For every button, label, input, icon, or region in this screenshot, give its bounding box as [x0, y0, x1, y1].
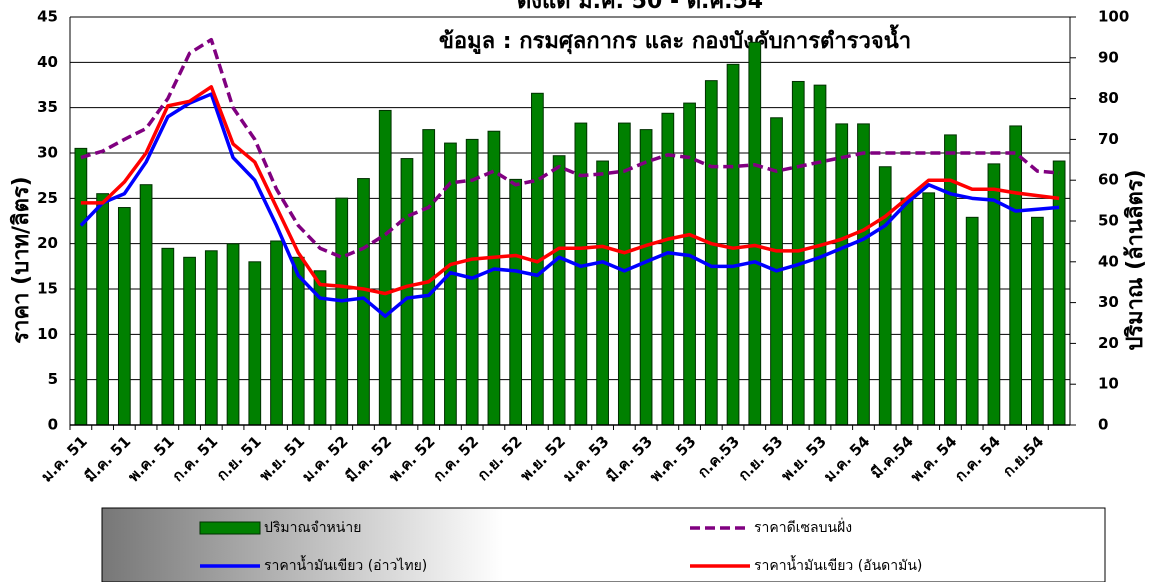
x-tick-label: พ.ย. 53 — [778, 432, 830, 484]
bar — [226, 243, 240, 426]
x-tick-label: ก.ย. 53 — [735, 432, 787, 484]
y2-tick-label: 20 — [1098, 334, 1119, 352]
y2-axis-label: ปริมาณ (ล้านลิตร) — [1123, 169, 1148, 350]
bar — [748, 41, 762, 426]
x-tick-label: พ.ค. 54 — [907, 432, 960, 485]
bar — [1009, 125, 1023, 426]
x-tick-label: ก.ค. 51 — [169, 432, 222, 485]
bar — [704, 80, 718, 426]
bar — [965, 216, 979, 426]
y2-tick-label: 100 — [1098, 8, 1129, 26]
bar — [465, 138, 479, 426]
bar — [900, 197, 914, 426]
x-tick-label: มี.ค. 51 — [81, 432, 134, 485]
line — [79, 92, 1060, 318]
bar — [922, 192, 936, 426]
bar — [183, 256, 196, 426]
bar — [661, 112, 675, 426]
x-tick-label: ม.ค. 53 — [559, 432, 612, 485]
legend-label: ราคาดีเซลบนฝั่ง — [754, 518, 852, 536]
x-tick-label: ก.ย. 52 — [474, 432, 526, 484]
y2-tick-label: 60 — [1098, 171, 1119, 189]
bar — [74, 147, 88, 426]
bar — [1052, 160, 1066, 426]
y2-tick-label: 50 — [1098, 212, 1119, 230]
y2-tick-label: 0 — [1098, 416, 1108, 434]
y-tick-label: 15 — [37, 280, 58, 298]
y2-tick-label: 80 — [1098, 89, 1119, 107]
y-tick-label: 20 — [37, 234, 58, 252]
x-tick-label: ม.ค. 54 — [820, 432, 873, 485]
legend-swatch — [199, 521, 261, 535]
x-tick-label: ก.ย. 51 — [213, 432, 265, 484]
bar — [248, 261, 262, 426]
x-tick-label: พ.ค. 51 — [125, 432, 178, 485]
bar — [270, 240, 283, 426]
y-tick-label: 25 — [37, 189, 58, 207]
bar — [878, 166, 892, 426]
bar — [835, 123, 849, 426]
chart-title: ตั้งแต่ ม.ค. 50 - ต.ค.54 — [517, 0, 763, 14]
y2-tick-label: 70 — [1098, 130, 1119, 148]
line — [80, 37, 1060, 260]
legend-label: ปริมาณจำหน่าย — [264, 520, 361, 536]
bar — [509, 178, 523, 426]
bar — [683, 102, 696, 426]
bar — [596, 160, 609, 426]
bar — [117, 207, 131, 426]
y2-tick-label: 30 — [1098, 293, 1119, 311]
x-tick-label: พ.ย. 52 — [517, 432, 569, 484]
line — [80, 85, 1060, 296]
bar — [291, 256, 305, 426]
bar — [944, 134, 957, 426]
y-tick-label: 40 — [37, 53, 58, 71]
x-tick-label: พ.ค. 52 — [385, 432, 438, 485]
y2-tick-label: 40 — [1098, 252, 1119, 270]
bar — [335, 197, 349, 426]
bar — [574, 122, 588, 426]
legend-box — [101, 507, 1106, 582]
y-tick-label: 30 — [37, 144, 58, 162]
x-tick-label: ม.ค. 51 — [38, 432, 91, 485]
chart-subtitle: ข้อมูล : กรมศุลกากร และ กองบังคับการตำรว… — [439, 24, 911, 55]
x-tick-label: พ.ย. 51 — [256, 432, 308, 484]
y2-tick-label: 90 — [1098, 48, 1119, 66]
x-tick-label: มี.ค. 52 — [342, 432, 395, 485]
x-tick-label: ก.ค.53 — [694, 432, 743, 481]
y-tick-label: 10 — [37, 325, 58, 343]
bar — [791, 80, 805, 426]
x-tick-label: ก.ค. 52 — [429, 432, 482, 485]
y-tick-label: 0 — [48, 416, 58, 434]
x-tick-label: ม.ค. 52 — [298, 432, 351, 485]
bar — [639, 129, 653, 426]
y-tick-label: 5 — [48, 370, 58, 388]
y2-tick-label: 10 — [1098, 375, 1119, 393]
bar — [204, 250, 218, 426]
bar — [161, 247, 175, 426]
x-tick-label: พ.ค. 53 — [646, 432, 699, 485]
legend-label: ราคาน้ำมันเขียว (อ่าวไทย) — [264, 555, 427, 574]
x-tick-label: ก.ค. 54 — [951, 432, 1004, 485]
x-tick-label: ก.ย.54 — [999, 432, 1047, 480]
bar — [96, 193, 109, 426]
y-tick-label: 35 — [37, 98, 58, 116]
bar — [857, 123, 870, 426]
bar — [726, 63, 740, 426]
bar — [378, 109, 392, 426]
bar — [552, 155, 566, 426]
bar — [139, 184, 153, 426]
bar — [400, 158, 414, 426]
x-tick-label: มี.ค. 53 — [603, 432, 656, 485]
bar — [1031, 216, 1044, 426]
y-axis-label: ราคา (บาท/ลิตร) — [9, 176, 34, 343]
y-tick-label: 45 — [37, 8, 58, 26]
legend-label: ราคาน้ำมันเขียว (อันดามัน) — [754, 555, 922, 574]
